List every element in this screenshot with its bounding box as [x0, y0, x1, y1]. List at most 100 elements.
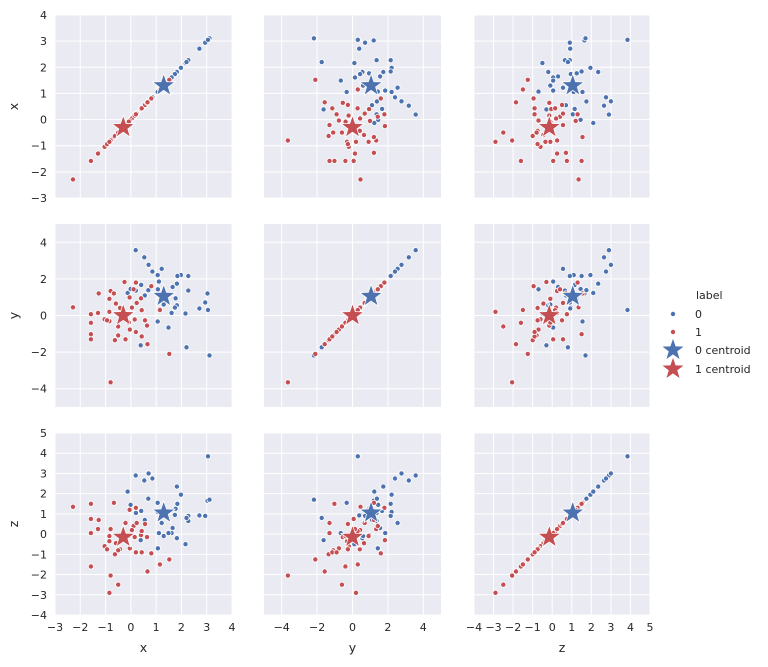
point-label-1 [141, 317, 148, 324]
point-label-1 [560, 299, 567, 306]
point-label-0 [394, 520, 401, 527]
point-label-0 [155, 278, 162, 285]
point-label-1 [574, 279, 581, 286]
centroid-star-0-centroid [151, 283, 177, 307]
point-label-1 [87, 563, 94, 570]
legend-entry-0-centroid: 0 centroid [660, 337, 751, 361]
point-label-0 [573, 70, 580, 77]
point-label-0 [567, 45, 574, 52]
point-label-0 [173, 483, 180, 490]
point-label-1 [126, 326, 133, 333]
point-label-1 [95, 517, 102, 524]
point-label-1 [95, 309, 102, 316]
point-label-1 [563, 311, 570, 318]
x-tick-label: −1 [525, 621, 541, 634]
point-label-0 [607, 261, 614, 268]
point-label-1 [126, 506, 133, 513]
point-label-1 [560, 110, 567, 117]
point-label-1 [350, 157, 357, 164]
y-tick-label: −1 [31, 140, 47, 153]
point-label-1 [132, 111, 139, 118]
point-label-1 [513, 99, 520, 106]
point-label-0 [550, 87, 557, 94]
point-label-0 [132, 509, 139, 516]
point-label-1 [110, 499, 117, 506]
point-label-0 [145, 495, 152, 502]
point-label-0 [132, 472, 139, 479]
point-label-1 [141, 521, 148, 528]
point-label-0 [577, 116, 584, 123]
point-label-1 [122, 520, 129, 527]
point-label-0 [382, 87, 389, 94]
point-label-0 [310, 496, 317, 503]
point-label-1 [361, 110, 368, 117]
point-label-0 [132, 247, 139, 254]
point-label-0 [204, 290, 211, 297]
point-label-0 [412, 247, 419, 254]
centroid-star-1-centroid [536, 523, 562, 548]
x-tick-label: −4 [466, 621, 482, 634]
y-tick-label: 0 [40, 528, 47, 541]
point-label-1 [374, 286, 381, 293]
y-tick-label: 4 [40, 447, 47, 460]
point-label-0 [127, 501, 134, 508]
point-label-1 [338, 323, 345, 330]
panel-y-vs-z [473, 224, 651, 407]
point-label-1 [110, 290, 117, 297]
point-label-0 [607, 470, 614, 477]
point-label-0 [564, 344, 571, 351]
point-label-0 [388, 491, 395, 498]
y-tick-label: 3 [40, 35, 47, 48]
y-tick-label: 3 [40, 467, 47, 480]
point-label-0 [578, 272, 585, 279]
point-label-1 [104, 546, 111, 553]
point-label-1 [130, 286, 137, 293]
point-label-1 [338, 129, 345, 136]
point-label-0 [579, 318, 586, 325]
point-label-1 [534, 141, 541, 148]
x-tick-label: −2 [309, 621, 325, 634]
point-label-1 [357, 115, 364, 122]
point-label-1 [333, 549, 340, 556]
point-label-0 [587, 272, 594, 279]
point-label-1 [70, 304, 77, 311]
point-label-1 [115, 332, 122, 339]
x-tick-label: 2 [588, 621, 595, 634]
point-label-1 [106, 138, 113, 145]
point-label-0 [412, 472, 419, 479]
point-label-0 [387, 272, 394, 279]
point-label-1 [530, 283, 537, 290]
point-label-1 [132, 279, 139, 286]
point-label-0 [196, 305, 203, 312]
point-label-0 [380, 69, 387, 76]
point-label-0 [387, 57, 394, 64]
point-label-1 [138, 105, 145, 112]
point-label-0 [550, 278, 557, 285]
point-label-0 [603, 94, 610, 101]
point-label-1 [554, 137, 561, 144]
point-label-0 [173, 280, 180, 287]
x-tick-label: −3 [47, 621, 63, 634]
y-tick-label: −4 [31, 609, 47, 622]
point-label-1 [106, 538, 113, 545]
point-label-0 [545, 69, 552, 76]
point-label-1 [104, 317, 111, 324]
point-label-0 [160, 301, 167, 308]
point-label-0 [343, 88, 350, 95]
x-tick-label: 5 [647, 621, 654, 634]
point-label-0 [204, 453, 211, 460]
point-label-1 [331, 500, 338, 507]
point-label-1 [374, 523, 381, 530]
point-label-0 [137, 537, 144, 544]
x-tick-label: 4 [627, 621, 634, 634]
point-label-1 [563, 157, 570, 164]
point-label-1 [377, 95, 384, 102]
point-label-0 [595, 280, 602, 287]
point-label-1 [381, 111, 388, 118]
point-label-0 [607, 98, 614, 105]
centroid-star-1-centroid [339, 302, 366, 327]
point-label-0 [555, 73, 562, 80]
point-label-1 [128, 304, 135, 311]
point-label-0 [169, 283, 176, 290]
point-label-1 [572, 117, 579, 124]
